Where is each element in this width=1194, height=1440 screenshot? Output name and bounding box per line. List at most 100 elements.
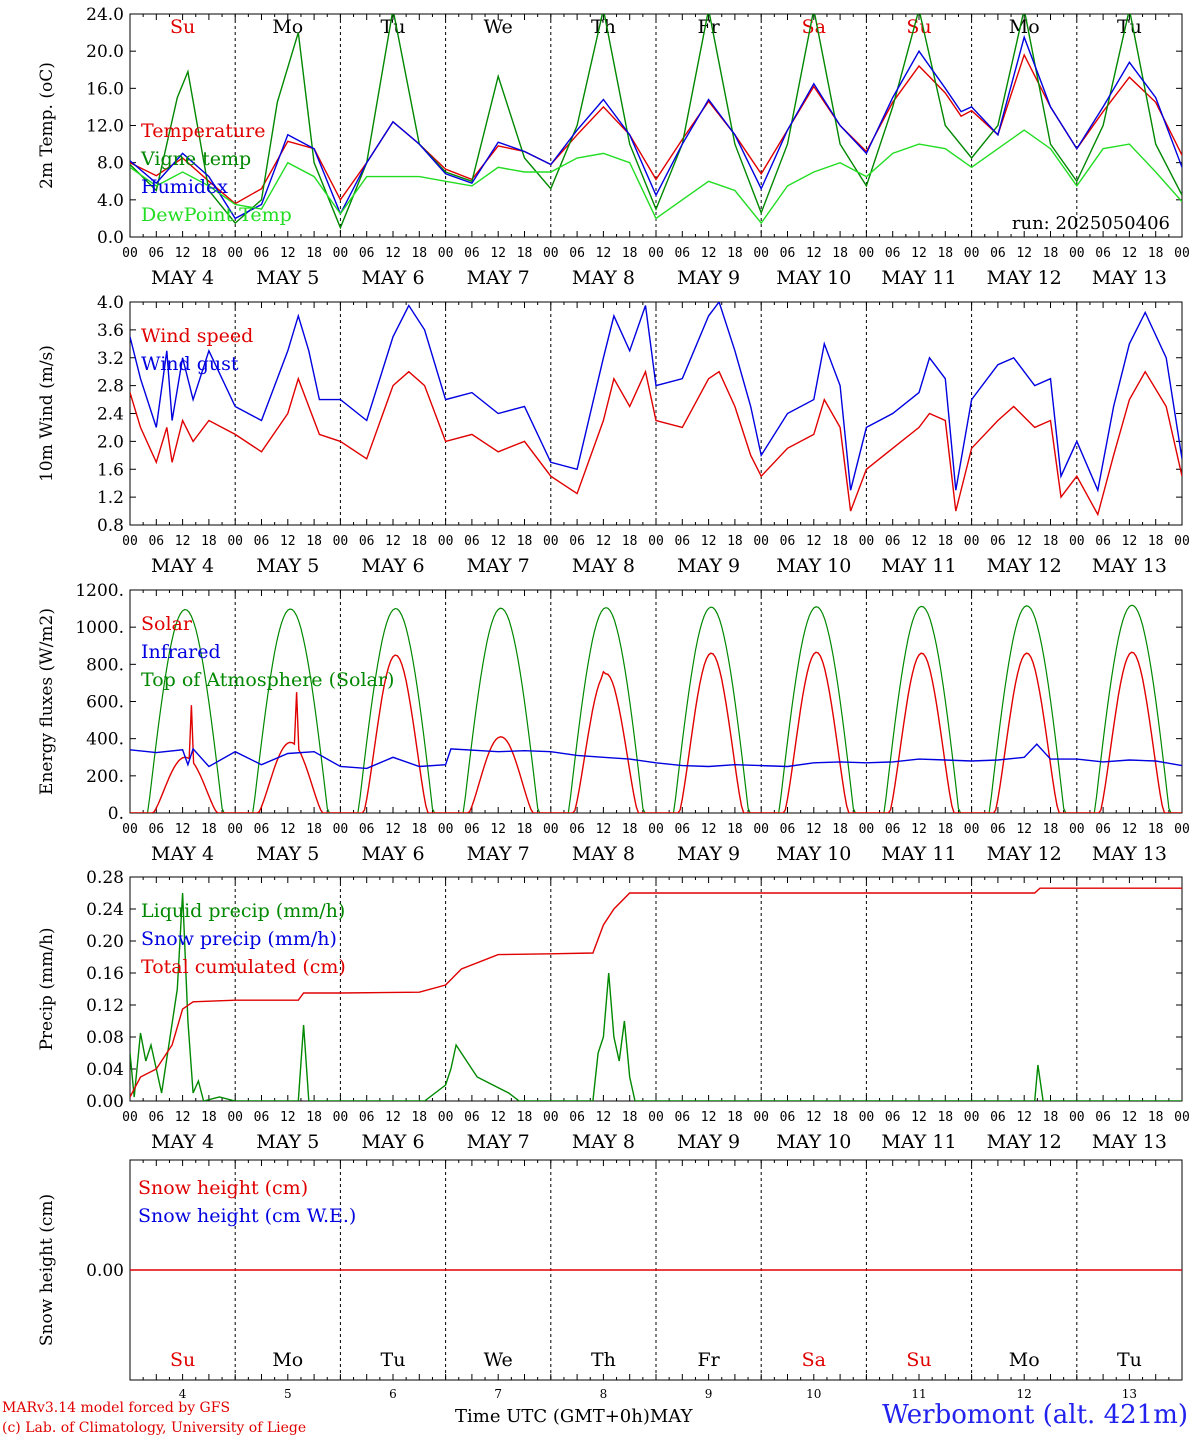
x-axis-title: Time UTC (GMT+0h)MAY [455,1406,692,1427]
hour-tick-label: 06 [674,534,690,549]
hour-tick-label: 18 [832,822,848,837]
date-label: MAY 9 [677,267,740,289]
hour-tick-label: 00 [753,1110,769,1125]
hour-tick-label: 00 [859,1110,875,1125]
plot-area [130,887,1182,1101]
hour-tick-label: 00 [964,534,980,549]
weekday-label: Su [906,1349,931,1371]
y-tick-label: 8.0 [97,154,124,174]
hour-tick-label: 06 [569,534,585,549]
panel-3: 0. 200. 400. 600. 800. 1000. 1200. Energy fluxe… [37,581,1190,865]
day-number: 7 [494,1387,502,1401]
weekday-label: Tu [381,16,406,38]
hour-tick-label: 18 [306,822,322,837]
hour-tick-label: 00 [1069,1110,1085,1125]
day-number: 4 [179,1387,187,1401]
hour-tick-label: 12 [806,822,822,837]
hour-tick-label: 18 [937,534,953,549]
hour-tick-label: 18 [201,1110,217,1125]
day-number: 8 [600,1387,608,1401]
hour-tick-label: 06 [464,246,480,261]
hour-tick-label: 12 [280,534,296,549]
hour-tick-label: 00 [964,822,980,837]
hour-tick-label: 12 [1122,246,1138,261]
hour-tick-label: 00 [543,1110,559,1125]
hour-tick-label: 18 [727,1110,743,1125]
hour-tick-label: 18 [1148,822,1164,837]
hour-tick-label: 12 [280,246,296,261]
y-tick-label: 0.8 [97,516,124,536]
date-label: MAY 12 [987,267,1062,289]
hour-tick-label: 12 [175,534,191,549]
hour-tick-label: 12 [596,246,612,261]
hour-tick-label: 18 [622,534,638,549]
hour-tick-label: 06 [674,246,690,261]
weekday-label: Mo [1009,1349,1040,1371]
hour-tick-label: 18 [411,246,427,261]
hour-tick-label: 12 [175,1110,191,1125]
y-tick-label: 400. [86,730,124,750]
legend-entry: Total cumulated (cm) [141,956,346,978]
hour-tick-label: 18 [517,534,533,549]
panel-5: 0.00 Snow height (cm) Su Mo Tu We Th Fr Sa Su Mo Tu… [37,1159,1183,1401]
hour-tick-label: 06 [464,1110,480,1125]
y-tick-label: 600. [86,693,124,713]
hour-tick-label: 00 [964,1110,980,1125]
hour-tick-label: 18 [937,246,953,261]
hour-tick-label: 00 [648,1110,664,1125]
date-label: MAY 5 [256,555,319,577]
date-label: MAY 9 [677,1131,740,1153]
hour-tick-label: 06 [569,1110,585,1125]
legend-entry: Snow precip (mm/h) [141,928,337,950]
date-label: MAY 11 [881,555,956,577]
series-total-cumulated-cm [130,887,1182,1098]
hour-tick-label: 00 [648,822,664,837]
hour-tick-label: 12 [490,822,506,837]
hour-tick-label: 00 [964,246,980,261]
weekday-label: Sa [802,1349,826,1371]
hour-tick-label: 06 [569,822,585,837]
hour-tick-label: 12 [385,534,401,549]
hour-tick-label: 12 [806,1110,822,1125]
hour-tick-label: 12 [701,1110,717,1125]
hour-tick-label: 18 [937,822,953,837]
hour-tick-label: 18 [622,822,638,837]
legend-entry: Infrared [141,641,221,663]
legend-entry: Humidex [141,176,228,198]
hour-tick-label: 18 [517,246,533,261]
hour-tick-label: 00 [122,822,138,837]
hour-tick-label: 00 [1069,534,1085,549]
y-tick-label: 0.16 [86,964,124,984]
date-label: MAY 12 [987,555,1062,577]
date-label: MAY 4 [151,843,214,865]
panel-4: 0.00 0.04 0.08 0.12 0.16 0.20 0.24 0.28 Precip (… [37,868,1190,1153]
date-label: MAY 7 [467,267,530,289]
hour-tick-label: 18 [1043,246,1059,261]
hour-tick-label: 12 [490,1110,506,1125]
hour-tick-label: 18 [832,534,848,549]
y-tick-label: 0.12 [86,996,124,1016]
date-label: MAY 13 [1092,1131,1167,1153]
hour-tick-label: 12 [701,822,717,837]
day-number: 6 [389,1387,397,1401]
weekday-label: We [484,16,513,38]
hour-tick-label: 00 [1174,1110,1190,1125]
date-label: MAY 6 [361,843,424,865]
hour-tick-label: 00 [1069,246,1085,261]
hour-tick-label: 12 [806,246,822,261]
hour-tick-label: 00 [438,822,454,837]
weekday-label: Tu [1117,16,1142,38]
hour-tick-label: 06 [254,534,270,549]
hour-tick-label: 06 [148,534,164,549]
series-toa-solar [130,604,1182,813]
y-tick-label: 20.0 [86,42,124,62]
hour-tick-label: 06 [780,822,796,837]
hour-tick-label: 06 [359,822,375,837]
weekday-label: Su [906,16,931,38]
y-tick-label: 0.04 [86,1060,124,1080]
hour-tick-label: 18 [306,534,322,549]
y-tick-label: 1000. [75,618,124,638]
weekday-label: Th [591,1349,616,1371]
date-label: MAY 8 [572,843,635,865]
